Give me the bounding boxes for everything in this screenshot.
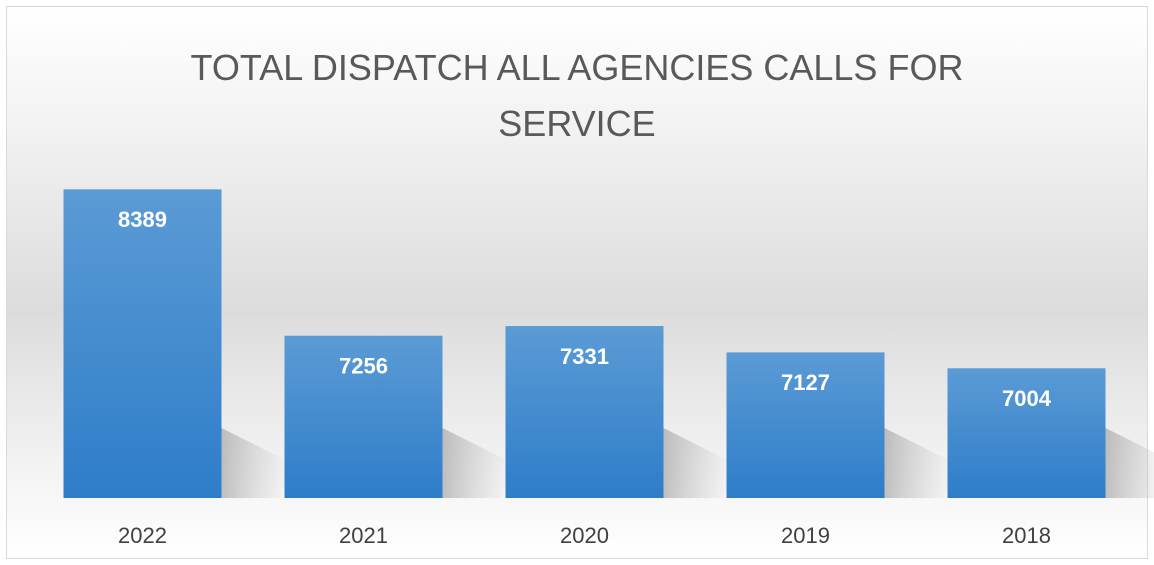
bar [947,368,1106,498]
bar-shadow [442,428,513,498]
bar-shadow [884,428,955,498]
data-label: 8389 [118,207,167,232]
x-tick-label: 2021 [339,523,388,548]
bar-shadow [221,428,292,498]
data-label: 7004 [1002,386,1052,411]
bar-shadow [1105,428,1154,498]
bar [726,352,885,498]
x-tick-label: 2020 [560,523,609,548]
x-tick-label: 2022 [118,523,167,548]
data-label: 7331 [560,344,609,369]
data-label: 7256 [339,354,388,379]
bar-shadow [663,428,734,498]
x-tick-label: 2019 [781,523,830,548]
data-label: 7127 [781,370,830,395]
bar [505,326,664,498]
chart-title: TOTAL DISPATCH ALL AGENCIES CALLS FOR SE… [190,47,964,144]
bar [63,189,222,499]
bar [284,335,443,498]
x-tick-label: 2018 [1002,523,1051,548]
